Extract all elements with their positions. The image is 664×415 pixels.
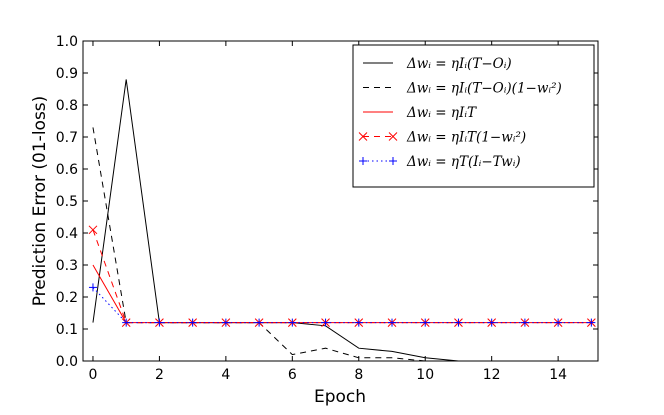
- y-tick-label: 0.8: [56, 98, 78, 114]
- x-axis-label: Epoch: [314, 387, 366, 407]
- legend-marker: [389, 157, 397, 165]
- series-5-point: [321, 318, 330, 327]
- legend-box: [352, 44, 595, 188]
- x-tick-label: 0: [89, 367, 98, 383]
- marker-stroke: [388, 132, 398, 141]
- legend-entry: Δwᵢ = ηIᵢ(T−Oᵢ): [363, 56, 512, 72]
- series-5-point: [288, 318, 297, 327]
- legend-entry: Δwᵢ = ηIᵢT(1−wᵢ²): [358, 130, 526, 146]
- legend-marker: [358, 132, 368, 141]
- x-tick-label: 4: [221, 367, 230, 383]
- legend-label: Δwᵢ = ηIᵢT: [406, 105, 477, 121]
- legend-entry: Δwᵢ = ηIᵢT: [363, 105, 477, 121]
- y-tick-label: 0.4: [56, 226, 78, 242]
- y-tick-label: 0.2: [56, 290, 78, 306]
- legend-label: Δwᵢ = ηIᵢ(T−Oᵢ): [406, 56, 512, 72]
- x-tick-label: 2: [155, 367, 164, 383]
- y-tick-label: 1.0: [56, 34, 78, 50]
- legend-entry: Δwᵢ = ηIᵢ(T−Oᵢ)(1−wᵢ²): [363, 81, 562, 97]
- series-5-point: [421, 318, 430, 327]
- marker-stroke: [88, 225, 98, 235]
- y-tick-label: 0.0: [56, 354, 78, 370]
- x-tick-label: 8: [354, 367, 363, 383]
- series-5-point: [255, 318, 264, 327]
- legend: Δwᵢ = ηIᵢ(T−Oᵢ) Δwᵢ = ηIᵢ(T−Oᵢ)(1−wᵢ²) Δwᵢ…: [352, 44, 595, 188]
- series-5-point: [454, 318, 463, 327]
- y-tick-label: 0.9: [56, 66, 78, 82]
- y-tick-label: 0.6: [56, 162, 78, 178]
- series-5-point: [520, 318, 529, 327]
- series-5-point: [354, 318, 363, 327]
- series-5-point: [221, 318, 230, 327]
- x-tick-label: 14: [549, 367, 567, 383]
- y-axis-label: Prediction Error (01-loss): [30, 96, 50, 307]
- legend-entry: Δwᵢ = ηT(Iᵢ−Twᵢ): [359, 154, 521, 170]
- y-tick-label: 0.5: [56, 194, 78, 210]
- series-5-point: [188, 318, 197, 327]
- y-tick-label: 0.7: [56, 130, 78, 146]
- legend-marker: [359, 157, 367, 165]
- legend-label: Δwᵢ = ηIᵢT(1−wᵢ²): [406, 130, 526, 146]
- series-5-point: [88, 283, 97, 292]
- series-5-point: [122, 318, 131, 327]
- x-tick-label: 10: [416, 367, 434, 383]
- series-5-point: [587, 318, 596, 327]
- series-5-point: [388, 318, 396, 327]
- series-5-point: [487, 318, 496, 327]
- legend-marker: [388, 132, 398, 141]
- x-tick-label: 6: [288, 367, 297, 383]
- legend-label: Δwᵢ = ηT(Iᵢ−Twᵢ): [406, 154, 521, 170]
- series-5-point: [554, 318, 563, 327]
- series-4-line: [92, 229, 592, 324]
- ticks-layer: 0 2 4 6 8 10 12 14 0.0 0.1 0.2 0.3 0.4 0.5 0.6 0.7 0.8 0.…: [56, 34, 598, 383]
- series-4-point: [88, 225, 98, 235]
- y-tick-label: 0.3: [56, 258, 78, 274]
- marker-stroke: [358, 132, 368, 141]
- series-5: [88, 283, 596, 327]
- series-5-point: [155, 318, 164, 327]
- y-tick-label: 0.1: [56, 322, 78, 338]
- legend-label: Δwᵢ = ηIᵢ(T−Oᵢ)(1−wᵢ²): [406, 81, 562, 97]
- x-tick-label: 12: [483, 367, 501, 383]
